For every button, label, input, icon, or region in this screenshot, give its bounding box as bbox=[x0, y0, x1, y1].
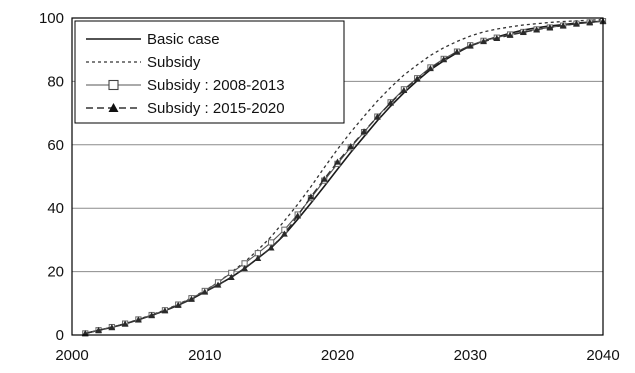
series-4-point-2010 bbox=[201, 288, 209, 295]
series-4-point-2026 bbox=[413, 75, 421, 82]
legend-box bbox=[74, 20, 345, 124]
y-tick-label-0: 0 bbox=[56, 327, 64, 344]
series-4-point-2031 bbox=[480, 38, 487, 45]
series-4-point-2003 bbox=[108, 323, 116, 331]
series-4-point-2021 bbox=[347, 142, 355, 150]
legend: Basic case Subsidy Subsidy : 2008-2013 Subs… bbox=[74, 20, 345, 124]
series-4-line bbox=[85, 20, 604, 335]
series-4-point-2018 bbox=[307, 193, 315, 200]
series-4-point-2002 bbox=[95, 326, 102, 333]
legend-marker-3 bbox=[108, 79, 119, 91]
series-4-point-2017 bbox=[294, 212, 302, 219]
series-4-point-2028 bbox=[440, 56, 448, 63]
y-tick-label-80: 80 bbox=[47, 73, 64, 90]
legend-label-3: Subsidy : 2008-2013 bbox=[147, 77, 285, 94]
y-tick-label-40: 40 bbox=[47, 200, 64, 217]
series-4-point-2030 bbox=[466, 42, 474, 49]
series-4-point-2033 bbox=[506, 31, 514, 38]
y-tick-label-20: 20 bbox=[47, 264, 64, 281]
series-4-point-2027 bbox=[427, 65, 434, 72]
series-4-point-2024 bbox=[387, 99, 394, 106]
series-4-point-2015 bbox=[267, 244, 275, 251]
series-4-point-2023 bbox=[373, 113, 381, 120]
series-4-point-2011 bbox=[214, 281, 222, 288]
series-4-point-2036 bbox=[546, 24, 554, 31]
series-3-point-2015 bbox=[268, 239, 275, 246]
series-4-point-2009 bbox=[188, 295, 195, 302]
series-4-point-2004 bbox=[121, 320, 129, 327]
y-tick-label-100: 100 bbox=[39, 10, 64, 27]
series-4-point-2022 bbox=[360, 128, 368, 135]
plot-area-frame bbox=[71, 17, 604, 336]
legend-marker-4 bbox=[108, 103, 119, 112]
series-layer bbox=[81, 17, 607, 337]
x-tick-label-2010: 2010 bbox=[188, 347, 221, 364]
x-tick-label-2020: 2020 bbox=[321, 347, 354, 364]
series-4-point-2029 bbox=[453, 48, 461, 55]
series-4-point-2034 bbox=[519, 28, 527, 35]
y-tick-label-60: 60 bbox=[47, 137, 64, 154]
x-tick-label-2030: 2030 bbox=[454, 347, 487, 364]
series-4-point-2007 bbox=[161, 307, 169, 314]
x-tick-label-2040: 2040 bbox=[586, 347, 619, 364]
series-4-point-2020 bbox=[334, 158, 341, 165]
series-4-point-2016 bbox=[281, 230, 288, 237]
legend-label-1: Basic case bbox=[147, 31, 220, 48]
series-4-point-2013 bbox=[241, 265, 248, 272]
series-4-point-2005 bbox=[134, 316, 142, 323]
series-4-point-2025 bbox=[400, 86, 408, 93]
series-4-point-2038 bbox=[573, 20, 580, 27]
series-4 bbox=[81, 17, 607, 337]
x-tick-label-2000: 2000 bbox=[55, 347, 88, 364]
series-4-point-2035 bbox=[533, 26, 541, 33]
series-4-point-2012 bbox=[227, 273, 235, 281]
series-4-point-2037 bbox=[559, 22, 567, 29]
legend-label-4: Subsidy : 2015-2020 bbox=[147, 100, 285, 117]
legend-label-2: Subsidy bbox=[147, 54, 201, 71]
series-4-point-2039 bbox=[586, 19, 594, 26]
series-4-point-2006 bbox=[148, 311, 156, 319]
series-4-point-2032 bbox=[493, 34, 501, 42]
series-4-point-2019 bbox=[320, 175, 328, 182]
series-4-point-2008 bbox=[174, 301, 182, 308]
series-4-point-2014 bbox=[254, 254, 262, 262]
